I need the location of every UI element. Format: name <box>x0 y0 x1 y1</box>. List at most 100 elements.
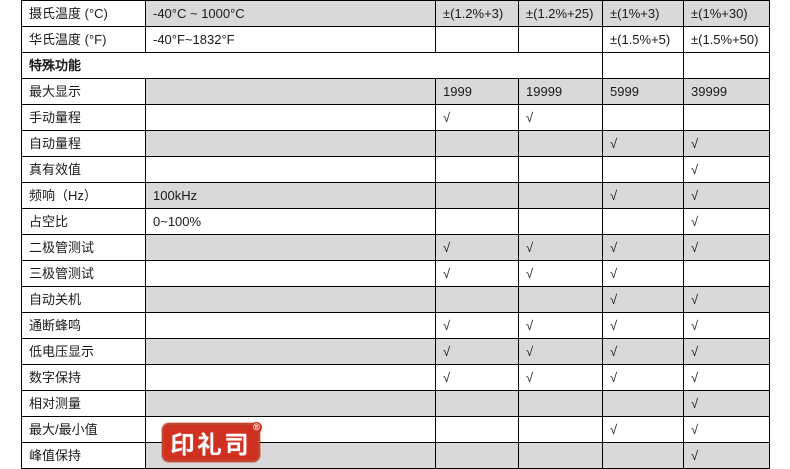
empty-cell <box>145 260 436 287</box>
row-label: 真有效值 <box>21 156 146 183</box>
value-cell: ±(1.5%+50) <box>683 26 770 53</box>
section-row: 特殊功能 <box>21 52 770 79</box>
check-cell: √ <box>435 312 519 339</box>
table-row: 自动量程 √ √ <box>21 130 770 157</box>
table-row: 通断蜂鸣 √ √ √ √ <box>21 312 770 339</box>
check-cell: √ <box>435 104 519 131</box>
table-row: 手动量程 √ √ <box>21 104 770 131</box>
table-row: 最大显示 1999 19999 5999 39999 <box>21 78 770 105</box>
value-cell: ±(1.2%+3) <box>435 0 519 27</box>
table-row: 真有效值 √ <box>21 156 770 183</box>
table-row: 最大/最小值 √ √ <box>21 416 770 443</box>
empty-cell <box>683 52 770 79</box>
empty-cell <box>602 208 684 235</box>
table-row: 华氏温度 (°F) -40°F~1832°F ±(1.5%+5) ±(1.5%+50) <box>21 26 770 53</box>
empty-cell <box>518 416 603 443</box>
check-cell: √ <box>518 234 603 261</box>
check-cell: √ <box>683 182 770 209</box>
table-row: 峰值保持 √ <box>21 442 770 469</box>
empty-cell <box>518 208 603 235</box>
check-cell: √ <box>602 182 684 209</box>
section-title: 特殊功能 <box>21 52 603 79</box>
row-label: 相对测量 <box>21 390 146 417</box>
empty-cell <box>518 286 603 313</box>
value-cell: 100kHz <box>145 182 436 209</box>
registered-trademark-icon: ® <box>251 422 262 433</box>
value-cell: -40°F~1832°F <box>145 26 436 53</box>
empty-cell <box>145 442 436 469</box>
row-label: 通断蜂鸣 <box>21 312 146 339</box>
check-cell: √ <box>435 364 519 391</box>
empty-cell <box>435 442 519 469</box>
table-row: 自动关机 √ √ <box>21 286 770 313</box>
empty-cell <box>518 130 603 157</box>
check-cell: √ <box>602 338 684 365</box>
check-cell: √ <box>683 156 770 183</box>
empty-cell <box>145 364 436 391</box>
empty-cell <box>602 156 684 183</box>
empty-cell <box>435 182 519 209</box>
row-label: 最大显示 <box>21 78 146 105</box>
row-label: 最大/最小值 <box>21 416 146 443</box>
row-label: 手动量程 <box>21 104 146 131</box>
check-cell: √ <box>602 286 684 313</box>
check-cell: √ <box>602 416 684 443</box>
check-cell: √ <box>683 442 770 469</box>
brand-stamp-text: 印礼司 <box>170 433 252 459</box>
empty-cell <box>602 390 684 417</box>
table-row: 频响（Hz） 100kHz √ √ <box>21 182 770 209</box>
empty-cell <box>602 442 684 469</box>
check-cell: √ <box>683 416 770 443</box>
value-cell: 0~100% <box>145 208 436 235</box>
check-cell: √ <box>683 286 770 313</box>
check-cell: √ <box>602 260 684 287</box>
value-cell: 5999 <box>602 78 684 105</box>
value-cell: ±(1.5%+5) <box>602 26 684 53</box>
empty-cell <box>435 26 519 53</box>
row-label: 二极管测试 <box>21 234 146 261</box>
check-cell: √ <box>602 364 684 391</box>
empty-cell <box>145 78 436 105</box>
check-cell: √ <box>683 312 770 339</box>
empty-cell <box>145 286 436 313</box>
empty-cell <box>602 104 684 131</box>
value-cell: ±(1.2%+25) <box>518 0 603 27</box>
value-cell: -40°C ~ 1000°C <box>145 0 436 27</box>
value-cell: ±(1%+30) <box>683 0 770 27</box>
empty-cell <box>435 130 519 157</box>
empty-cell <box>145 390 436 417</box>
empty-cell <box>683 104 770 131</box>
spec-table: 摄氏温度 (°C) -40°C ~ 1000°C ±(1.2%+3) ±(1.2%+2… <box>21 0 770 469</box>
row-label: 占空比 <box>21 208 146 235</box>
value-cell: ±(1%+3) <box>602 0 684 27</box>
check-cell: √ <box>518 312 603 339</box>
empty-cell <box>435 416 519 443</box>
empty-cell <box>435 286 519 313</box>
table-row: 占空比 0~100% √ <box>21 208 770 235</box>
row-label: 自动量程 <box>21 130 146 157</box>
empty-cell <box>518 156 603 183</box>
check-cell: √ <box>683 364 770 391</box>
brand-stamp: 印礼司 ® <box>162 422 262 462</box>
check-cell: √ <box>602 130 684 157</box>
row-label: 低电压显示 <box>21 338 146 365</box>
check-cell: √ <box>435 260 519 287</box>
empty-cell <box>518 442 603 469</box>
check-cell: √ <box>683 130 770 157</box>
empty-cell <box>518 182 603 209</box>
empty-cell <box>518 26 603 53</box>
empty-cell <box>145 156 436 183</box>
empty-cell <box>145 234 436 261</box>
table-row: 三极管测试 √ √ √ <box>21 260 770 287</box>
spec-table-body: 摄氏温度 (°C) -40°C ~ 1000°C ±(1.2%+3) ±(1.2%+2… <box>21 0 770 469</box>
empty-cell <box>435 156 519 183</box>
empty-cell <box>435 390 519 417</box>
row-label: 数字保持 <box>21 364 146 391</box>
empty-cell <box>435 208 519 235</box>
row-label: 峰值保持 <box>21 442 146 469</box>
table-row: 数字保持 √ √ √ √ <box>21 364 770 391</box>
table-row: 摄氏温度 (°C) -40°C ~ 1000°C ±(1.2%+3) ±(1.2%+2… <box>21 0 770 27</box>
row-label: 三极管测试 <box>21 260 146 287</box>
check-cell: √ <box>602 312 684 339</box>
